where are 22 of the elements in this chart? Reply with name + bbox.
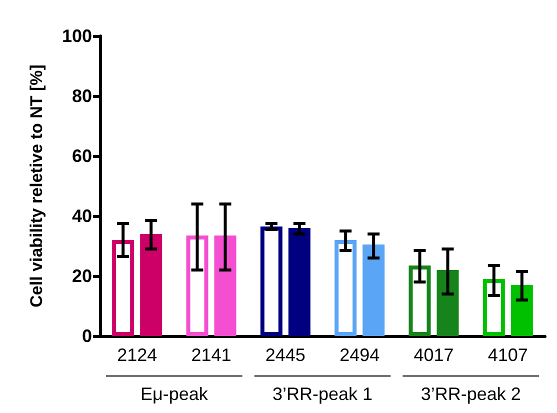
text: 3’RR-peak 2 — [420, 384, 521, 404]
y-tick-label: 100 — [62, 26, 92, 46]
x-tick-label: 4107 — [488, 345, 528, 365]
bar — [288, 228, 310, 336]
y-tick-label: 60 — [72, 146, 92, 166]
text: 3’RR-peak 1 — [272, 384, 373, 404]
text: Eμ-peak — [140, 384, 209, 404]
bar — [436, 270, 459, 336]
x-tick-label: 2141 — [191, 345, 232, 365]
y-tick-label: 40 — [72, 206, 92, 226]
x-tick-label: 2445 — [265, 345, 306, 365]
bar — [362, 244, 385, 336]
x-tick-label: 2124 — [117, 345, 158, 365]
y-axis-title: Cell viability reletive to NT [%] — [27, 64, 46, 308]
bar — [510, 285, 533, 336]
bar — [214, 236, 236, 336]
x-tick-label: 4017 — [414, 345, 454, 365]
x-tick-label: 2494 — [340, 345, 380, 365]
bar — [140, 234, 162, 336]
y-tick-label: 0 — [82, 326, 92, 346]
y-tick-label: 80 — [72, 86, 92, 106]
y-tick-label: 20 — [72, 266, 92, 286]
